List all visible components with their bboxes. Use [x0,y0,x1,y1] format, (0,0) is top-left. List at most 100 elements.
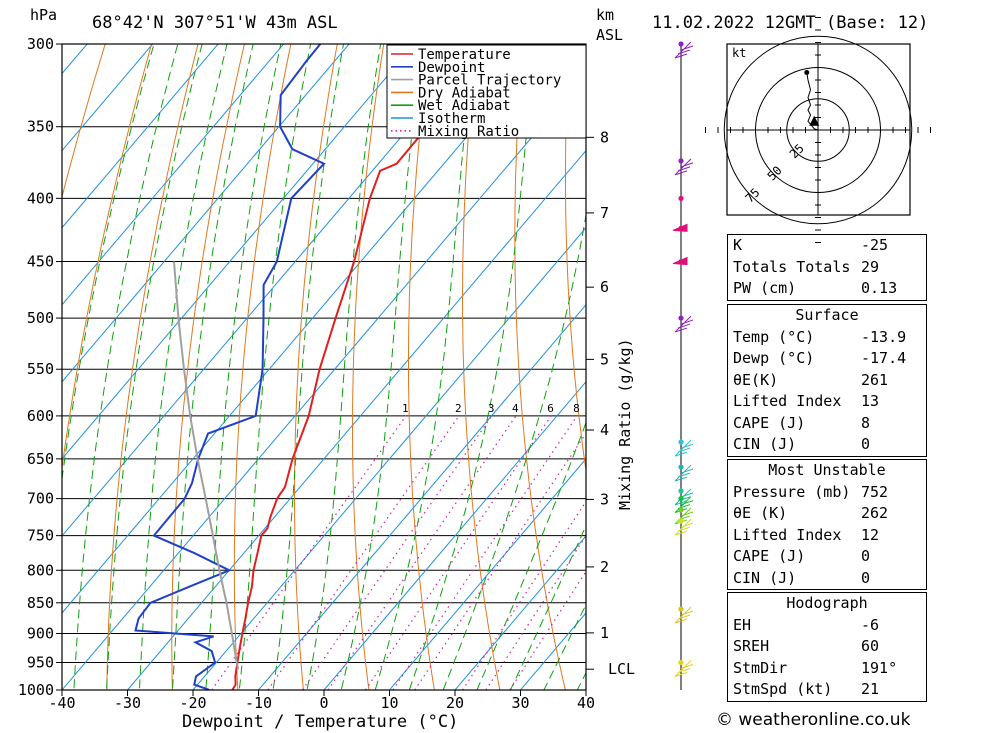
isotherm [388,458,586,690]
pressure-tick-label: 450 [27,253,54,271]
index-row: Totals Totals 29 [728,257,926,279]
isotherm [62,44,154,152]
isotherm [62,44,350,383]
dry-adiabat [352,44,385,690]
background-grid: 1 2 3 4 6 8 10 16 20 25 [62,7,1000,716]
most-unstable-row: θE (K) 262 [728,503,926,525]
isotherm [126,149,586,690]
most-unstable-value: 12 [861,525,880,544]
profile-lines [134,44,459,690]
pressure-tick-label: 650 [27,450,54,468]
hodograph-stat-row: StmSpd (kt) 21 [728,679,926,701]
pressure-tick-label: 500 [27,309,54,327]
legend-label: Wet Adiabat [418,98,511,114]
pressure-tick-label: 600 [27,407,54,425]
most-unstable-row: CAPE (J) 0 [728,546,926,568]
wind-barb [674,488,694,506]
wind-level-dot [678,315,684,321]
most-unstable-value: 262 [861,504,889,522]
most-unstable-value: 752 [861,482,889,501]
surface-label: Temp (°C) [733,327,815,346]
pressure-tick-label: 700 [27,490,54,508]
lcl-label: LCL [608,660,635,678]
legend-label: Dry Adiabat [418,85,511,101]
mixing-ratio-label: 20 [661,402,674,415]
legend-label: Dewpoint [418,60,485,76]
surface-value: -17.4 [861,349,907,367]
wet-adiabat [106,44,203,690]
dry-adiabat [408,44,435,690]
hodograph-unit-label: kt [732,46,746,60]
most-unstable-label: CIN (J) [733,568,797,587]
isotherm [62,44,88,75]
copyright-footer[interactable]: © weatheronline.co.uk [716,710,911,730]
hodograph-title: Hodograph [728,592,926,615]
location-title: 68°42'N 307°51'W 43m ASL [92,13,338,33]
index-value: 0.13 [861,279,898,297]
dry-adiabat [294,44,338,690]
isotherm [323,381,586,690]
wind-level-dot [678,518,684,524]
wind-level-dot [678,158,684,164]
hodograph-stat-value: 60 [861,637,880,655]
index-label: Totals Totals [733,257,851,276]
temperature-tick-label: -10 [245,694,272,712]
wet-adiabat [138,44,228,690]
asl-unit-label: ASL [596,26,623,44]
dry-adiabat [565,44,586,474]
wind-barb [674,439,694,457]
wind-barb [674,464,694,482]
wet-adiabat [374,44,475,690]
wind-level-dot [678,496,684,502]
most-unstable-value: 0 [861,568,871,587]
wind-barb [674,158,694,176]
wet-adiabat [238,44,312,690]
dry-adiabat [106,44,199,690]
mixing-ratio-label: 6 [547,402,554,415]
hodograph-stat-label: StmDir [733,658,788,677]
wet-adiabat [408,44,536,690]
most-unstable-label: Pressure (mb) [733,482,851,501]
dry-adiabat [936,7,1000,716]
surface-value: 0 [861,435,871,453]
surface-label: Dewp (°C) [733,349,815,367]
wet-adiabat [171,44,254,690]
hodograph-stat-row: SREH 60 [728,636,926,658]
index-row: PW (cm) 0.13 [728,278,926,300]
wind-barb [674,41,694,59]
wet-adiabat [543,603,586,690]
wet-adiabat [306,44,382,690]
index-label: PW (cm) [733,279,797,297]
legend-label: Temperature [418,47,511,63]
dry-adiabat [981,7,1000,716]
pressure-tick-label: 350 [27,118,54,136]
surface-title: Surface [728,304,926,327]
wind-barb [674,518,694,536]
temperature-tick-label: -20 [179,694,206,712]
surface-label: CAPE (J) [733,413,806,432]
wind-level-dot [678,464,684,470]
dry-adiabat [171,44,245,690]
mixing-ratio-label: 4 [512,402,519,415]
index-label: K [733,236,743,254]
isotherm [62,44,285,306]
legend-label: Mixing Ratio [418,124,519,140]
temperature-tick-label: -30 [114,694,141,712]
wet-adiabat [62,44,155,483]
wind-level-dot [678,507,684,513]
surface-label: Lifted Index [733,392,842,410]
hodograph-ring [723,35,913,225]
wet-adiabat [509,524,586,690]
series-temperature [231,44,459,690]
km-tick-label: 5 [600,350,609,368]
dry-adiabat [62,44,153,472]
pressure-tick-label: 850 [27,594,54,612]
index-row: K -25 [728,235,926,257]
most-unstable-row: Pressure (mb) 752 [728,482,926,504]
wind-level-dot [678,439,684,445]
surface-value: 13 [861,392,880,410]
hodograph-stat-value: -6 [861,615,880,634]
mixing-ratio-line [364,415,552,690]
